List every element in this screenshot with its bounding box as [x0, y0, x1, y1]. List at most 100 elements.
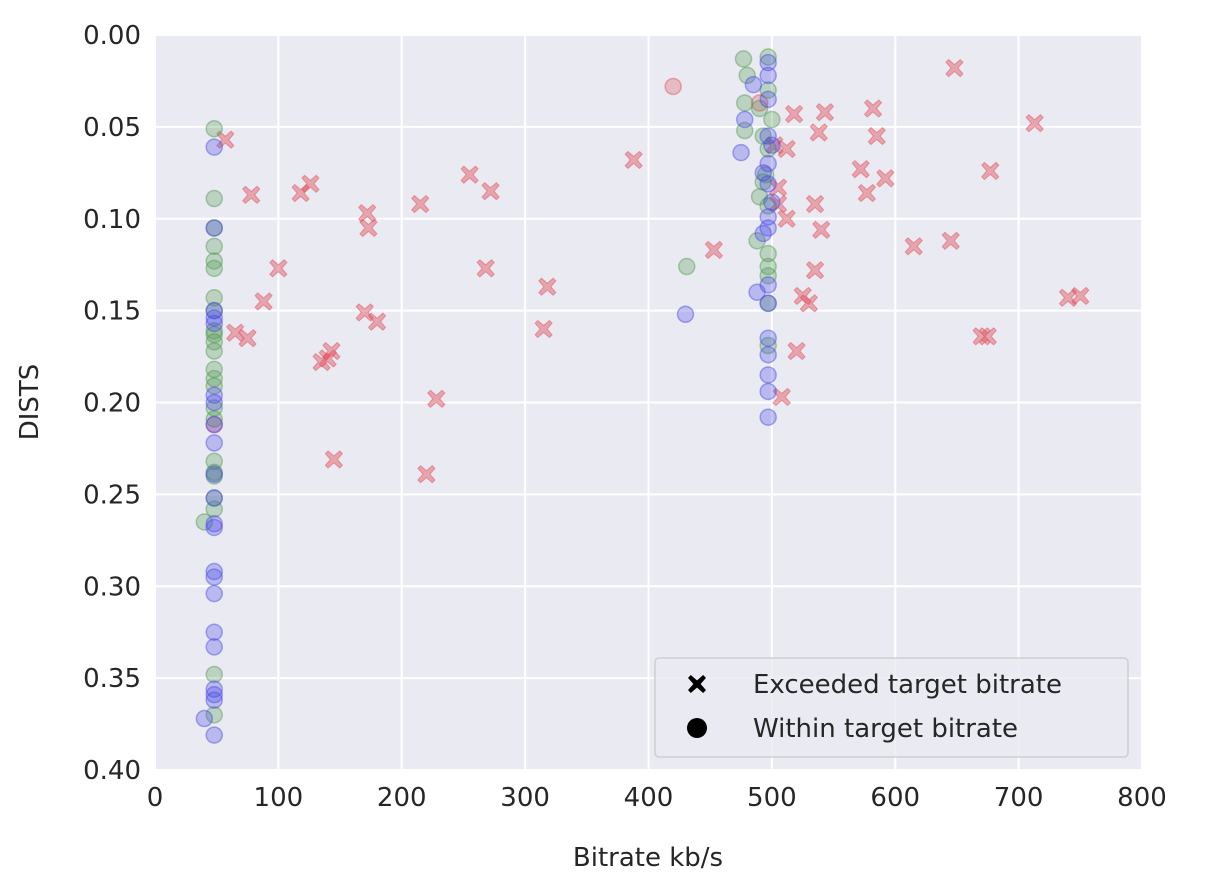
circle-marker: [732, 143, 750, 162]
x-marker: [476, 259, 495, 278]
circle-marker: [759, 366, 777, 384]
circle-marker: [754, 224, 772, 243]
circle-marker: [205, 399, 223, 417]
circle-marker: [205, 518, 223, 537]
circle-marker: [205, 259, 223, 278]
circle-marker: [759, 276, 777, 294]
circle-marker: [205, 252, 223, 270]
circle-marker: [738, 66, 756, 85]
x-tick-label: 300: [500, 783, 550, 813]
x-marker: [812, 220, 831, 239]
circle-marker: [664, 77, 682, 96]
circle-marker: [759, 53, 777, 72]
circle-marker: [205, 489, 223, 507]
circle-marker: [735, 94, 754, 112]
circle-marker: [759, 127, 777, 145]
x-marker: [411, 194, 430, 214]
x-marker: [269, 259, 288, 278]
x-tick-label: 200: [377, 783, 427, 813]
circle-marker: [205, 393, 223, 412]
x-marker: [851, 159, 870, 179]
x-marker: [324, 450, 344, 469]
x-marker: [538, 277, 557, 296]
circle-marker: [734, 50, 753, 68]
circle-marker: [754, 164, 772, 182]
circle-marker: [735, 110, 754, 129]
x-marker: [863, 99, 883, 118]
circle-marker: [759, 266, 777, 285]
x-marker: [417, 464, 436, 484]
circle-marker: [205, 219, 223, 237]
circle-marker: [759, 219, 777, 237]
x-marker: [624, 150, 643, 170]
circle-marker: [759, 345, 777, 364]
circle-marker: [205, 665, 223, 684]
y-tick-label: 0.00: [83, 21, 141, 51]
circle-marker: [205, 138, 223, 156]
x-marker: [784, 104, 804, 124]
circle-marker: [759, 244, 777, 263]
circle-marker: [205, 219, 223, 237]
y-tick-label: 0.25: [83, 480, 141, 510]
x-marker: [793, 286, 812, 306]
circle-marker: [205, 463, 223, 482]
x-tick-label: 800: [1117, 783, 1167, 813]
circle-marker: [205, 500, 223, 518]
circle-marker: [205, 369, 223, 388]
x-tick-label: 500: [747, 783, 797, 813]
circle-marker: [205, 415, 223, 434]
circle-marker: [759, 175, 777, 193]
x-marker: [242, 185, 261, 205]
x-marker: [254, 292, 273, 311]
circle-marker: [205, 342, 223, 360]
circle-marker: [205, 685, 223, 704]
circle-marker: [205, 452, 223, 471]
x-tick-label: 600: [870, 783, 920, 813]
circle-marker: [759, 336, 777, 355]
circle-marker: [205, 322, 223, 340]
circle-marker: [735, 121, 754, 140]
x-marker: [768, 178, 788, 197]
circle-marker: [763, 193, 781, 211]
y-tick-label: 0.40: [83, 756, 141, 786]
x-marker: [867, 126, 886, 146]
circle-marker: [750, 99, 769, 118]
circle-marker: [205, 325, 223, 344]
legend-label: Exceeded target bitrate: [753, 670, 1062, 700]
x-marker: [367, 312, 387, 331]
circle-marker: [756, 165, 775, 184]
x-marker: [777, 139, 796, 159]
circle-marker: [759, 197, 777, 215]
circle-marker: [205, 623, 223, 641]
circle-marker: [759, 154, 777, 173]
circle-marker: [205, 301, 223, 320]
circle-marker: [759, 81, 777, 99]
y-tick-label: 0.05: [83, 113, 141, 143]
circle-marker: [759, 382, 777, 401]
circle-marker: [205, 489, 223, 507]
circle-marker: [763, 136, 781, 154]
x-marker: [809, 123, 828, 142]
circle-marker: [677, 257, 696, 276]
x-marker: [772, 387, 791, 407]
x-marker: [460, 165, 479, 184]
x-marker: [765, 136, 784, 155]
circle-marker: [759, 329, 777, 347]
y-tick-label: 0.35: [83, 664, 141, 694]
x-marker: [941, 231, 960, 250]
circle-marker: [205, 726, 223, 744]
circle-marker: [754, 173, 772, 191]
legend-circle-marker: [687, 718, 707, 738]
circle-marker: [195, 709, 214, 728]
circle-marker: [205, 301, 223, 320]
x-marker: [815, 102, 835, 122]
circle-marker: [759, 294, 777, 313]
x-marker: [904, 237, 923, 256]
circle-marker: [759, 294, 777, 313]
y-tick-label: 0.30: [83, 572, 141, 602]
circle-marker: [205, 434, 223, 452]
circle-marker: [205, 691, 223, 709]
x-marker: [787, 341, 806, 361]
x-marker: [301, 174, 320, 194]
